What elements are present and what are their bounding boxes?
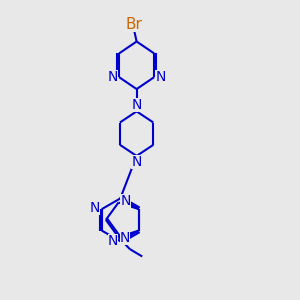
Text: N: N <box>107 70 118 84</box>
Text: N: N <box>120 194 131 208</box>
Text: N: N <box>108 234 118 248</box>
Text: Br: Br <box>125 17 142 32</box>
Text: N: N <box>120 231 130 245</box>
Text: N: N <box>131 155 142 170</box>
Text: N: N <box>131 98 142 112</box>
Text: N: N <box>89 201 100 215</box>
Text: N: N <box>155 70 166 84</box>
